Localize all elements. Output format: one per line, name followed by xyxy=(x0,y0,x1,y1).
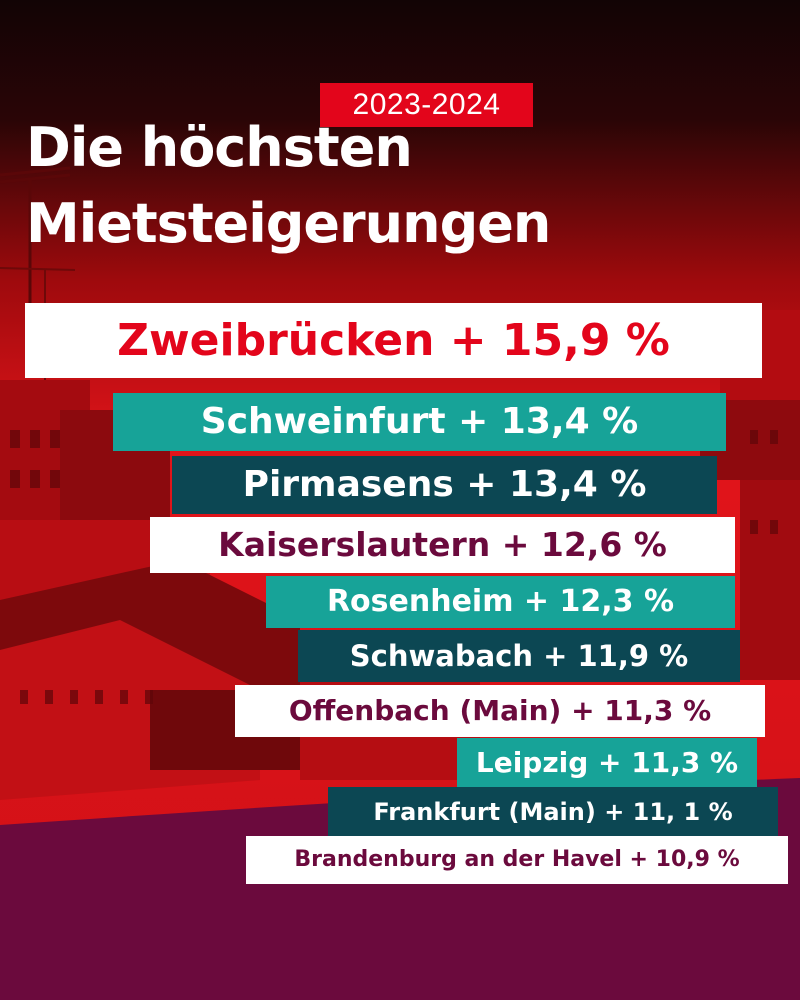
year-badge: 2023-2024 xyxy=(320,83,533,127)
ranking-item-rosenheim: Rosenheim + 12,3 % xyxy=(266,576,735,628)
window-pattern xyxy=(10,430,778,704)
page-title: Die höchsten Mietsteigerungen xyxy=(26,110,551,262)
ranking-item-frankfurt: Frankfurt (Main) + 11, 1 % xyxy=(328,787,778,837)
ranking-item-pirmasens: Pirmasens + 13,4 % xyxy=(172,456,717,514)
ranking-item-schwabach: Schwabach + 11,9 % xyxy=(298,630,740,682)
ranking-item-zweibruecken: Zweibrücken + 15,9 % xyxy=(25,303,762,378)
ranking-item-offenbach: Offenbach (Main) + 11,3 % xyxy=(235,685,765,737)
ranking-item-leipzig: Leipzig + 11,3 % xyxy=(457,738,757,788)
ranking-item-schweinfurt: Schweinfurt + 13,4 % xyxy=(113,393,726,451)
ranking-item-kaiserslautern: Kaiserslautern + 12,6 % xyxy=(150,517,735,573)
ranking-item-brandenburg: Brandenburg an der Havel + 10,9 % xyxy=(246,836,788,884)
title-line-2: Mietsteigerungen xyxy=(26,192,551,255)
